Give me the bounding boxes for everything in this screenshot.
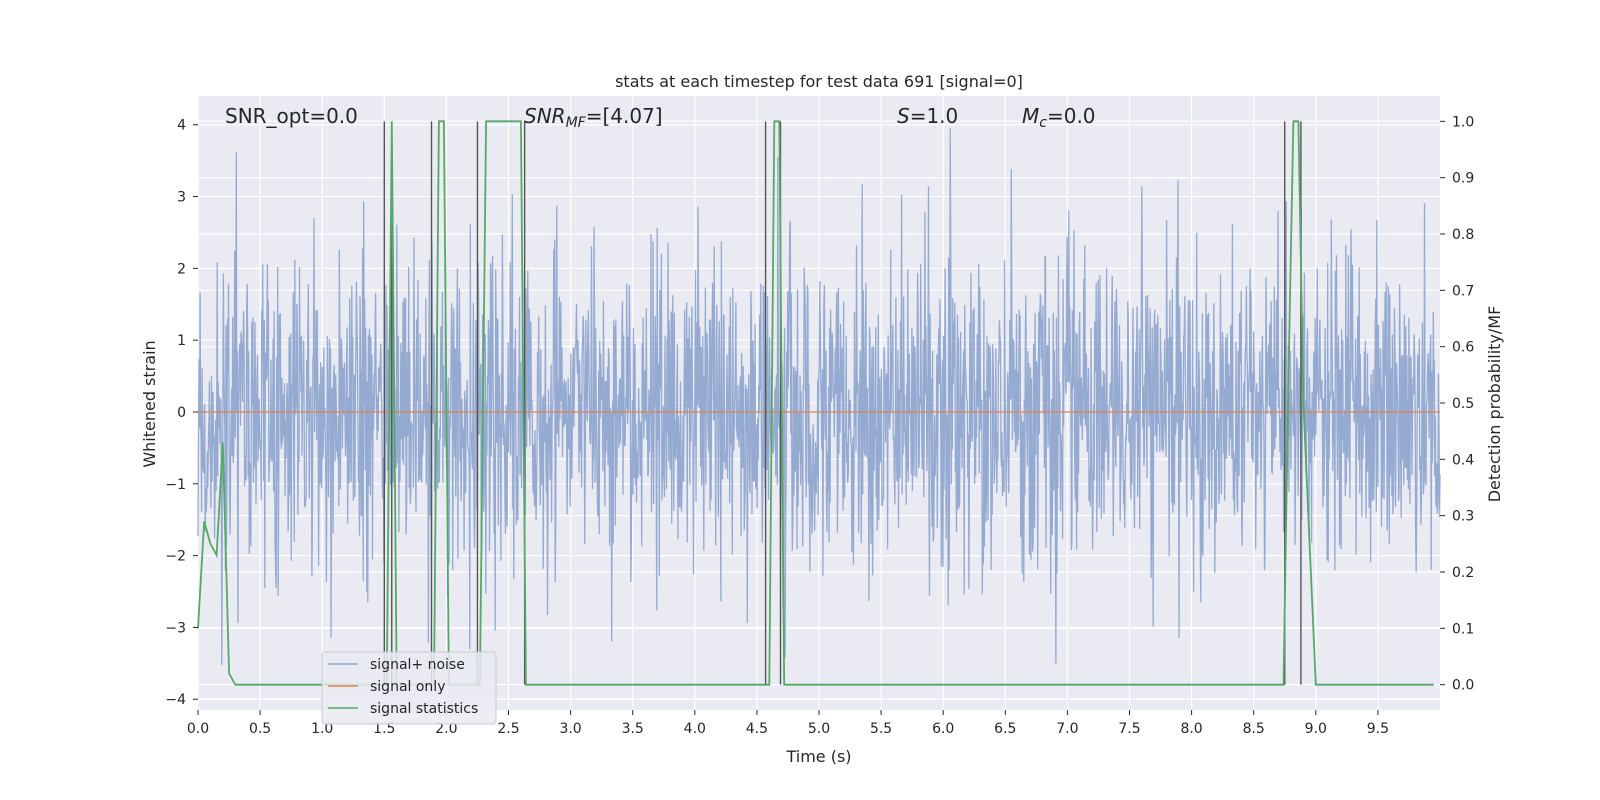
legend-label-signal: signal only: [370, 679, 445, 695]
legend-label-stats: signal statistics: [370, 701, 478, 717]
snr-opt-annotation: SNR_opt=0.0: [225, 104, 358, 128]
y-tick-label: 2: [177, 261, 186, 277]
legend-box: [321, 651, 497, 725]
mc-sub: c: [1039, 115, 1047, 131]
y2-ticks: 1.0 0.9 0.8 0.7 0.6 0.5 0.4 0.3 0.2 0.1 0.0: [1440, 114, 1474, 694]
y2-tick-label: 0.9: [1452, 171, 1474, 187]
s-base: S: [897, 104, 910, 128]
mc-value: =0.0: [1047, 104, 1096, 128]
y-tick-label: 0: [177, 405, 186, 421]
s-annotation: S=1.0: [897, 104, 958, 128]
y2-tick-label: 0.1: [1452, 621, 1474, 637]
legend: signal+ noise signal only signal statist…: [321, 651, 497, 725]
x-tick-label: 1.0: [311, 721, 333, 737]
y2-tick-label: 0.5: [1452, 396, 1474, 412]
x-tick-label: 7.5: [1118, 721, 1140, 737]
y-tick-label: −3: [165, 620, 186, 636]
y-tick-label: 3: [177, 190, 186, 206]
x-tick-label: 7.0: [1056, 721, 1078, 737]
x-tick-label: 3.0: [559, 721, 581, 737]
y2-tick-label: 0.2: [1452, 565, 1474, 581]
y-axis-label: Whitened strain: [140, 340, 159, 467]
chart-title: stats at each timestep for test data 691…: [615, 72, 1023, 91]
snr-mf-sub: MF: [566, 115, 587, 131]
y2-tick-label: 0.7: [1452, 283, 1474, 299]
mc-annotation: Mc=0.0: [1022, 104, 1096, 131]
x-tick-label: 4.0: [684, 721, 706, 737]
snr-mf-value: =[4.07]: [586, 104, 663, 128]
y2-tick-label: 1.0: [1452, 114, 1474, 130]
s-value: =1.0: [910, 104, 959, 128]
x-tick-label: 2.5: [497, 721, 519, 737]
x-tick-label: 3.5: [622, 721, 644, 737]
x-tick-label: 9.0: [1305, 721, 1327, 737]
x-tick-label: 0.0: [187, 721, 209, 737]
y-tick-label: −2: [165, 549, 186, 565]
y2-axis-label: Detection probability/MF: [1485, 306, 1504, 503]
y-tick-label: 1: [177, 333, 186, 349]
x-tick-label: 4.5: [746, 721, 768, 737]
snr-mf-annotation: SNRMF=[4.07]: [524, 104, 663, 131]
y-tick-label: −1: [165, 477, 186, 493]
x-ticks: 0.0 0.5 1.0 1.5 2.0 2.5 3.0 3.5 4.0 4.5 5.0 5.5 6.0 6…: [187, 710, 1389, 737]
y2-tick-label: 0.4: [1452, 452, 1474, 468]
y-ticks: 4 3 2 1 0 −1 −2 −3 −4: [165, 118, 198, 708]
y-tick-label: −4: [165, 692, 186, 708]
x-tick-label: 1.5: [373, 721, 395, 737]
x-tick-label: 5.5: [870, 721, 892, 737]
y2-tick-label: 0.0: [1452, 678, 1474, 694]
signal-plus-noise-series: [197, 128, 1441, 666]
y2-tick-label: 0.3: [1452, 509, 1474, 525]
mc-base: M: [1022, 104, 1039, 128]
x-tick-label: 0.5: [249, 721, 271, 737]
legend-label-noise: signal+ noise: [370, 657, 465, 673]
x-tick-label: 6.0: [932, 721, 954, 737]
x-tick-label: 5.0: [808, 721, 830, 737]
x-tick-label: 6.5: [994, 721, 1016, 737]
y2-tick-label: 0.8: [1452, 227, 1474, 243]
noise-trace: [197, 128, 1441, 666]
x-tick-label: 9.5: [1367, 721, 1389, 737]
snr-mf-base: SNR: [524, 104, 566, 128]
x-tick-label: 2.0: [435, 721, 457, 737]
x-axis-label: Time (s): [785, 747, 851, 766]
x-tick-label: 8.0: [1180, 721, 1202, 737]
x-tick-label: 8.5: [1243, 721, 1265, 737]
y-tick-label: 4: [177, 118, 186, 134]
vertical-markers: [383, 121, 1302, 685]
y2-tick-label: 0.6: [1452, 340, 1474, 356]
